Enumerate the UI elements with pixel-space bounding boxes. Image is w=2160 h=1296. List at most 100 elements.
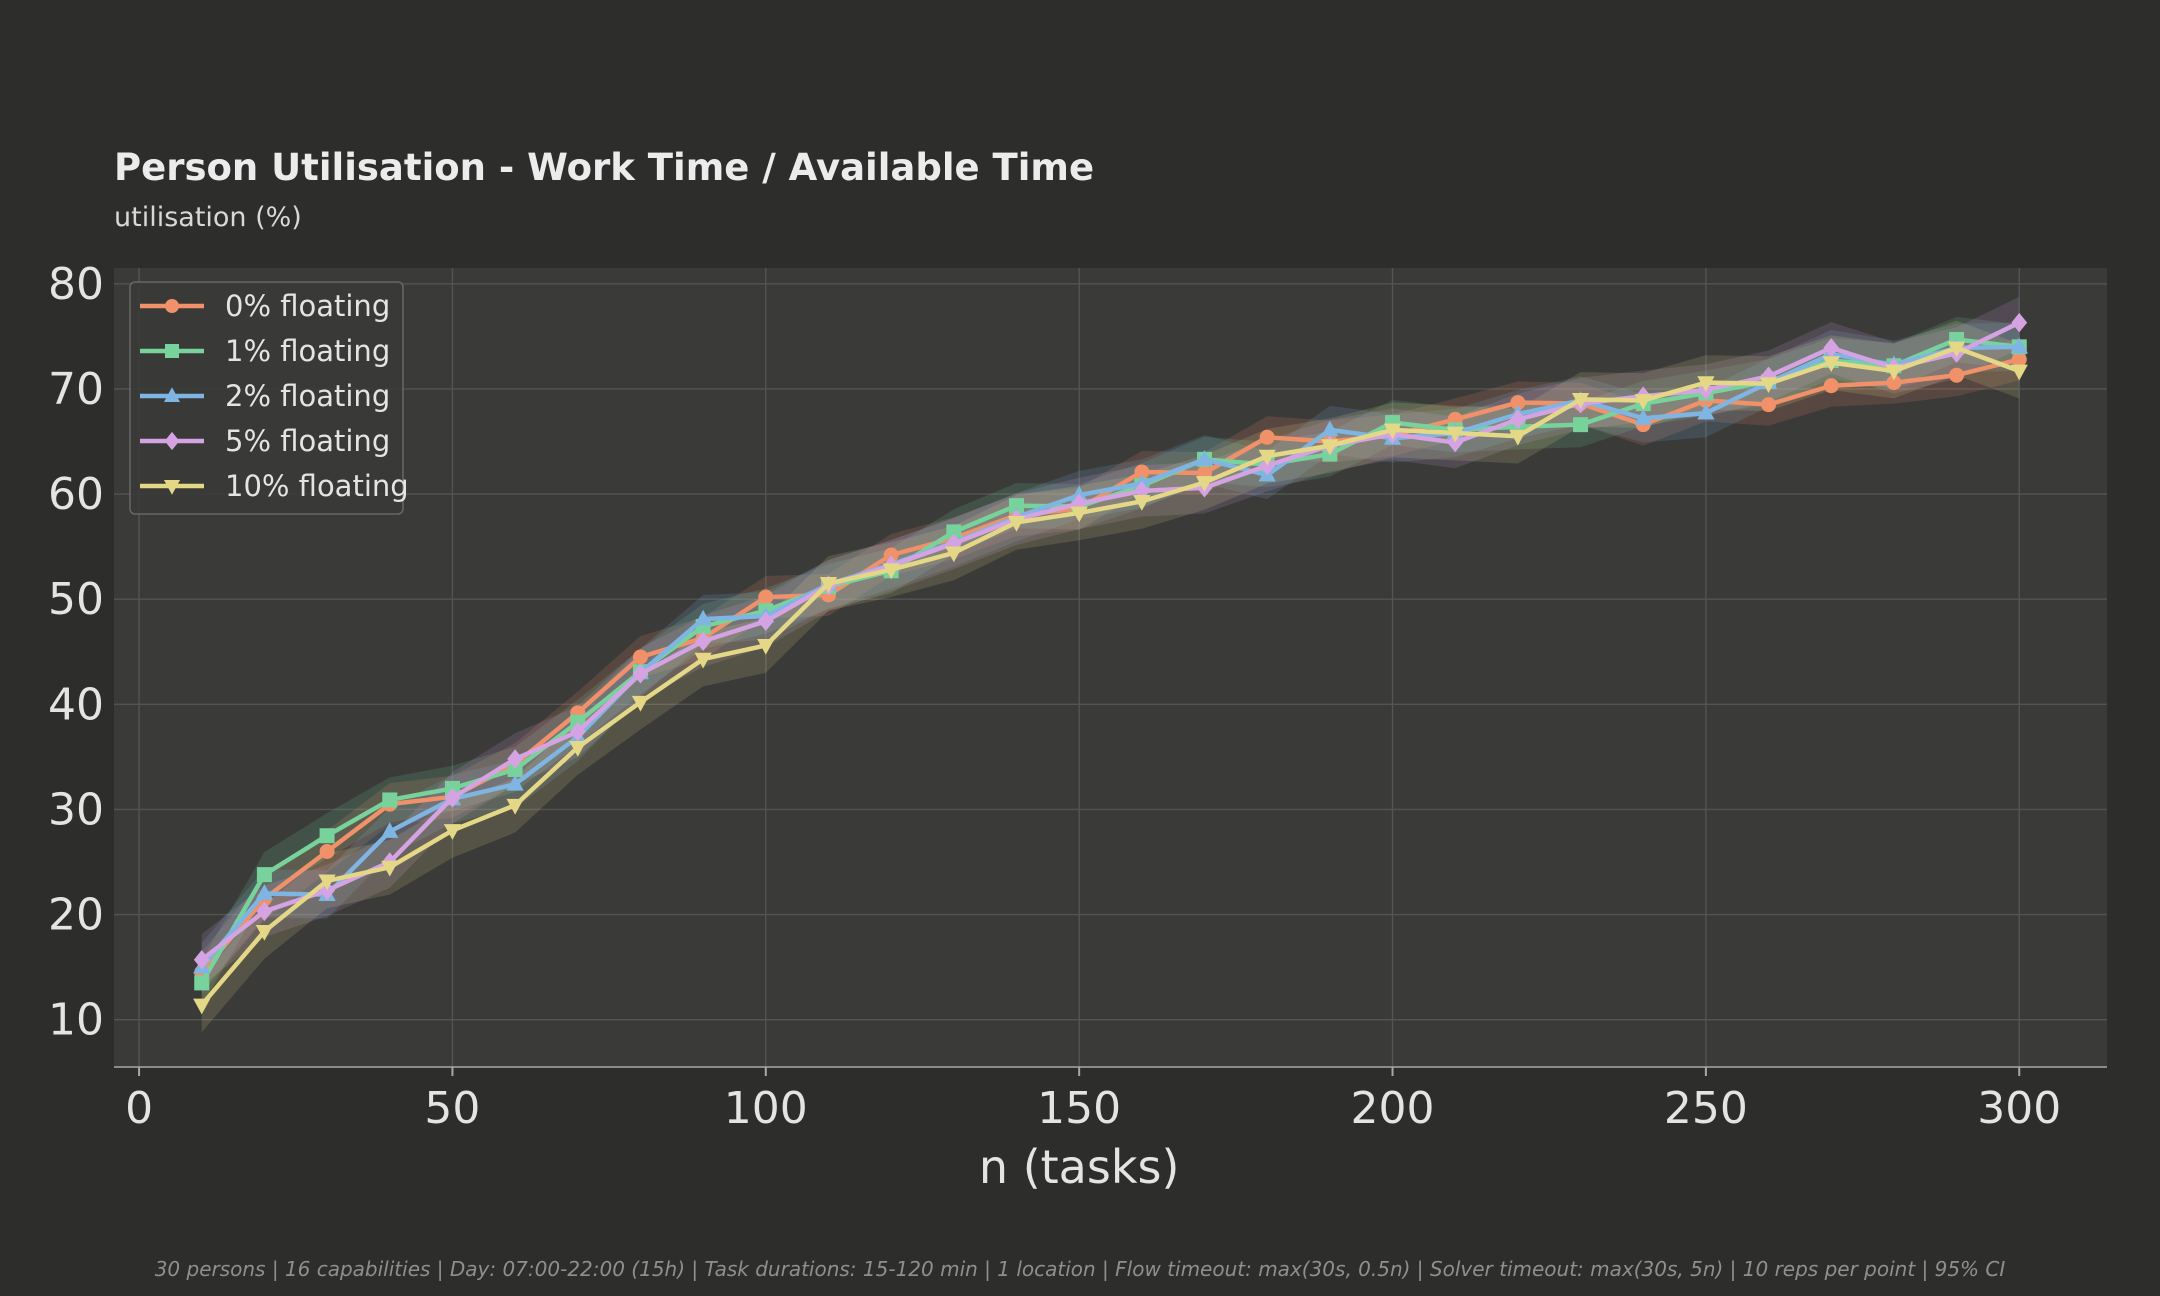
y-tick-label: 10	[48, 995, 104, 1046]
data-point	[256, 867, 272, 883]
x-tick-label: 200	[1351, 1083, 1435, 1134]
x-axis-label: n (tasks)	[979, 1140, 1179, 1194]
data-point	[319, 828, 335, 844]
data-point	[165, 299, 179, 313]
legend-entry: 2% floating	[140, 379, 390, 413]
legend-label: 1% floating	[225, 334, 390, 368]
data-point	[946, 524, 962, 540]
data-point	[255, 925, 274, 941]
legend-entry: 5% floating	[140, 424, 390, 458]
data-point	[1573, 417, 1589, 433]
data-point	[381, 860, 399, 877]
data-point	[381, 822, 399, 838]
data-point	[632, 664, 649, 684]
data-point	[1510, 395, 1526, 411]
data-point	[506, 798, 524, 815]
data-point	[319, 843, 335, 859]
data-point	[1321, 420, 1339, 437]
data-point	[1823, 378, 1839, 394]
data-point	[1947, 341, 1966, 358]
data-point	[1509, 429, 1527, 446]
data-point	[194, 975, 210, 991]
data-point	[318, 874, 336, 891]
y-tick-label: 30	[48, 784, 104, 835]
legend-box	[129, 281, 404, 515]
confidence-band	[201, 338, 2020, 994]
data-point	[631, 695, 650, 712]
data-point	[1509, 409, 1526, 430]
data-point	[945, 546, 963, 563]
data-point	[1195, 449, 1214, 466]
data-point	[1383, 423, 1402, 440]
x-tick-label: 250	[1664, 1083, 1748, 1134]
data-point	[883, 547, 899, 563]
data-point	[163, 387, 181, 402]
data-point	[507, 749, 523, 769]
data-point	[2011, 312, 2028, 333]
data-point	[1195, 476, 1214, 492]
y-tick-label: 50	[48, 574, 104, 625]
data-point	[1321, 439, 1339, 456]
data-point	[1697, 403, 1715, 420]
data-point	[1761, 397, 1777, 413]
data-point	[255, 884, 274, 900]
data-point	[1949, 367, 1965, 383]
data-point	[819, 577, 838, 593]
x-tick-label: 100	[724, 1083, 808, 1134]
series-lines	[193, 312, 2028, 1015]
series-line	[200, 345, 2021, 1007]
legend: 0% floating 1% floating 2% floating 5% floa…	[129, 281, 409, 515]
data-point	[444, 788, 461, 808]
data-point	[757, 611, 774, 631]
y-tick-label: 60	[48, 469, 104, 520]
data-point	[1697, 376, 1715, 392]
data-point	[757, 639, 775, 655]
x-tick-label: 0	[125, 1083, 153, 1134]
data-point	[1886, 375, 1902, 391]
data-point	[1885, 364, 1903, 381]
data-point	[193, 950, 210, 970]
data-point	[632, 649, 648, 665]
series	[193, 341, 2028, 1015]
data-point	[443, 824, 462, 840]
data-point	[165, 344, 179, 358]
data-point	[1259, 455, 1276, 476]
data-point	[1070, 506, 1088, 523]
data-point	[1259, 429, 1275, 445]
x-tick-label: 150	[1037, 1083, 1121, 1134]
data-point	[163, 480, 181, 495]
data-point	[569, 721, 586, 742]
data-point	[2011, 351, 2027, 367]
data-point	[1634, 408, 1652, 425]
data-point	[569, 741, 587, 757]
data-point	[507, 761, 523, 777]
data-point	[694, 652, 712, 669]
data-point	[256, 901, 273, 922]
legend-entry: 0% floating	[140, 289, 390, 323]
data-point	[695, 631, 712, 651]
data-point	[1823, 338, 1840, 358]
data-point	[1634, 394, 1652, 410]
data-point	[758, 589, 774, 605]
data-point	[1134, 464, 1150, 480]
data-point	[1446, 426, 1464, 443]
axes: 0 50 100 150 200 250 300 10 20 30 40 50 60 70 80	[48, 259, 2107, 1134]
data-point	[1822, 356, 1840, 372]
data-point	[1258, 449, 1276, 466]
data-point	[1571, 393, 1590, 409]
data-point	[1070, 485, 1088, 502]
data-point	[2010, 337, 2028, 354]
series-line	[200, 320, 2021, 962]
x-tick-label: 300	[1977, 1083, 2061, 1134]
data-point	[882, 563, 900, 580]
legend-label: 0% floating	[225, 289, 390, 323]
footer-note: 30 persons | 16 capabilities | Day: 07:0…	[154, 1257, 2006, 1281]
data-point	[694, 609, 712, 626]
data-point	[164, 431, 180, 451]
legend-entry: 1% floating	[140, 334, 390, 368]
chart-subtitle: utilisation (%)	[114, 202, 302, 233]
y-tick-label: 20	[48, 890, 104, 941]
legend-label: 10% floating	[225, 469, 409, 503]
data-point	[193, 998, 211, 1015]
